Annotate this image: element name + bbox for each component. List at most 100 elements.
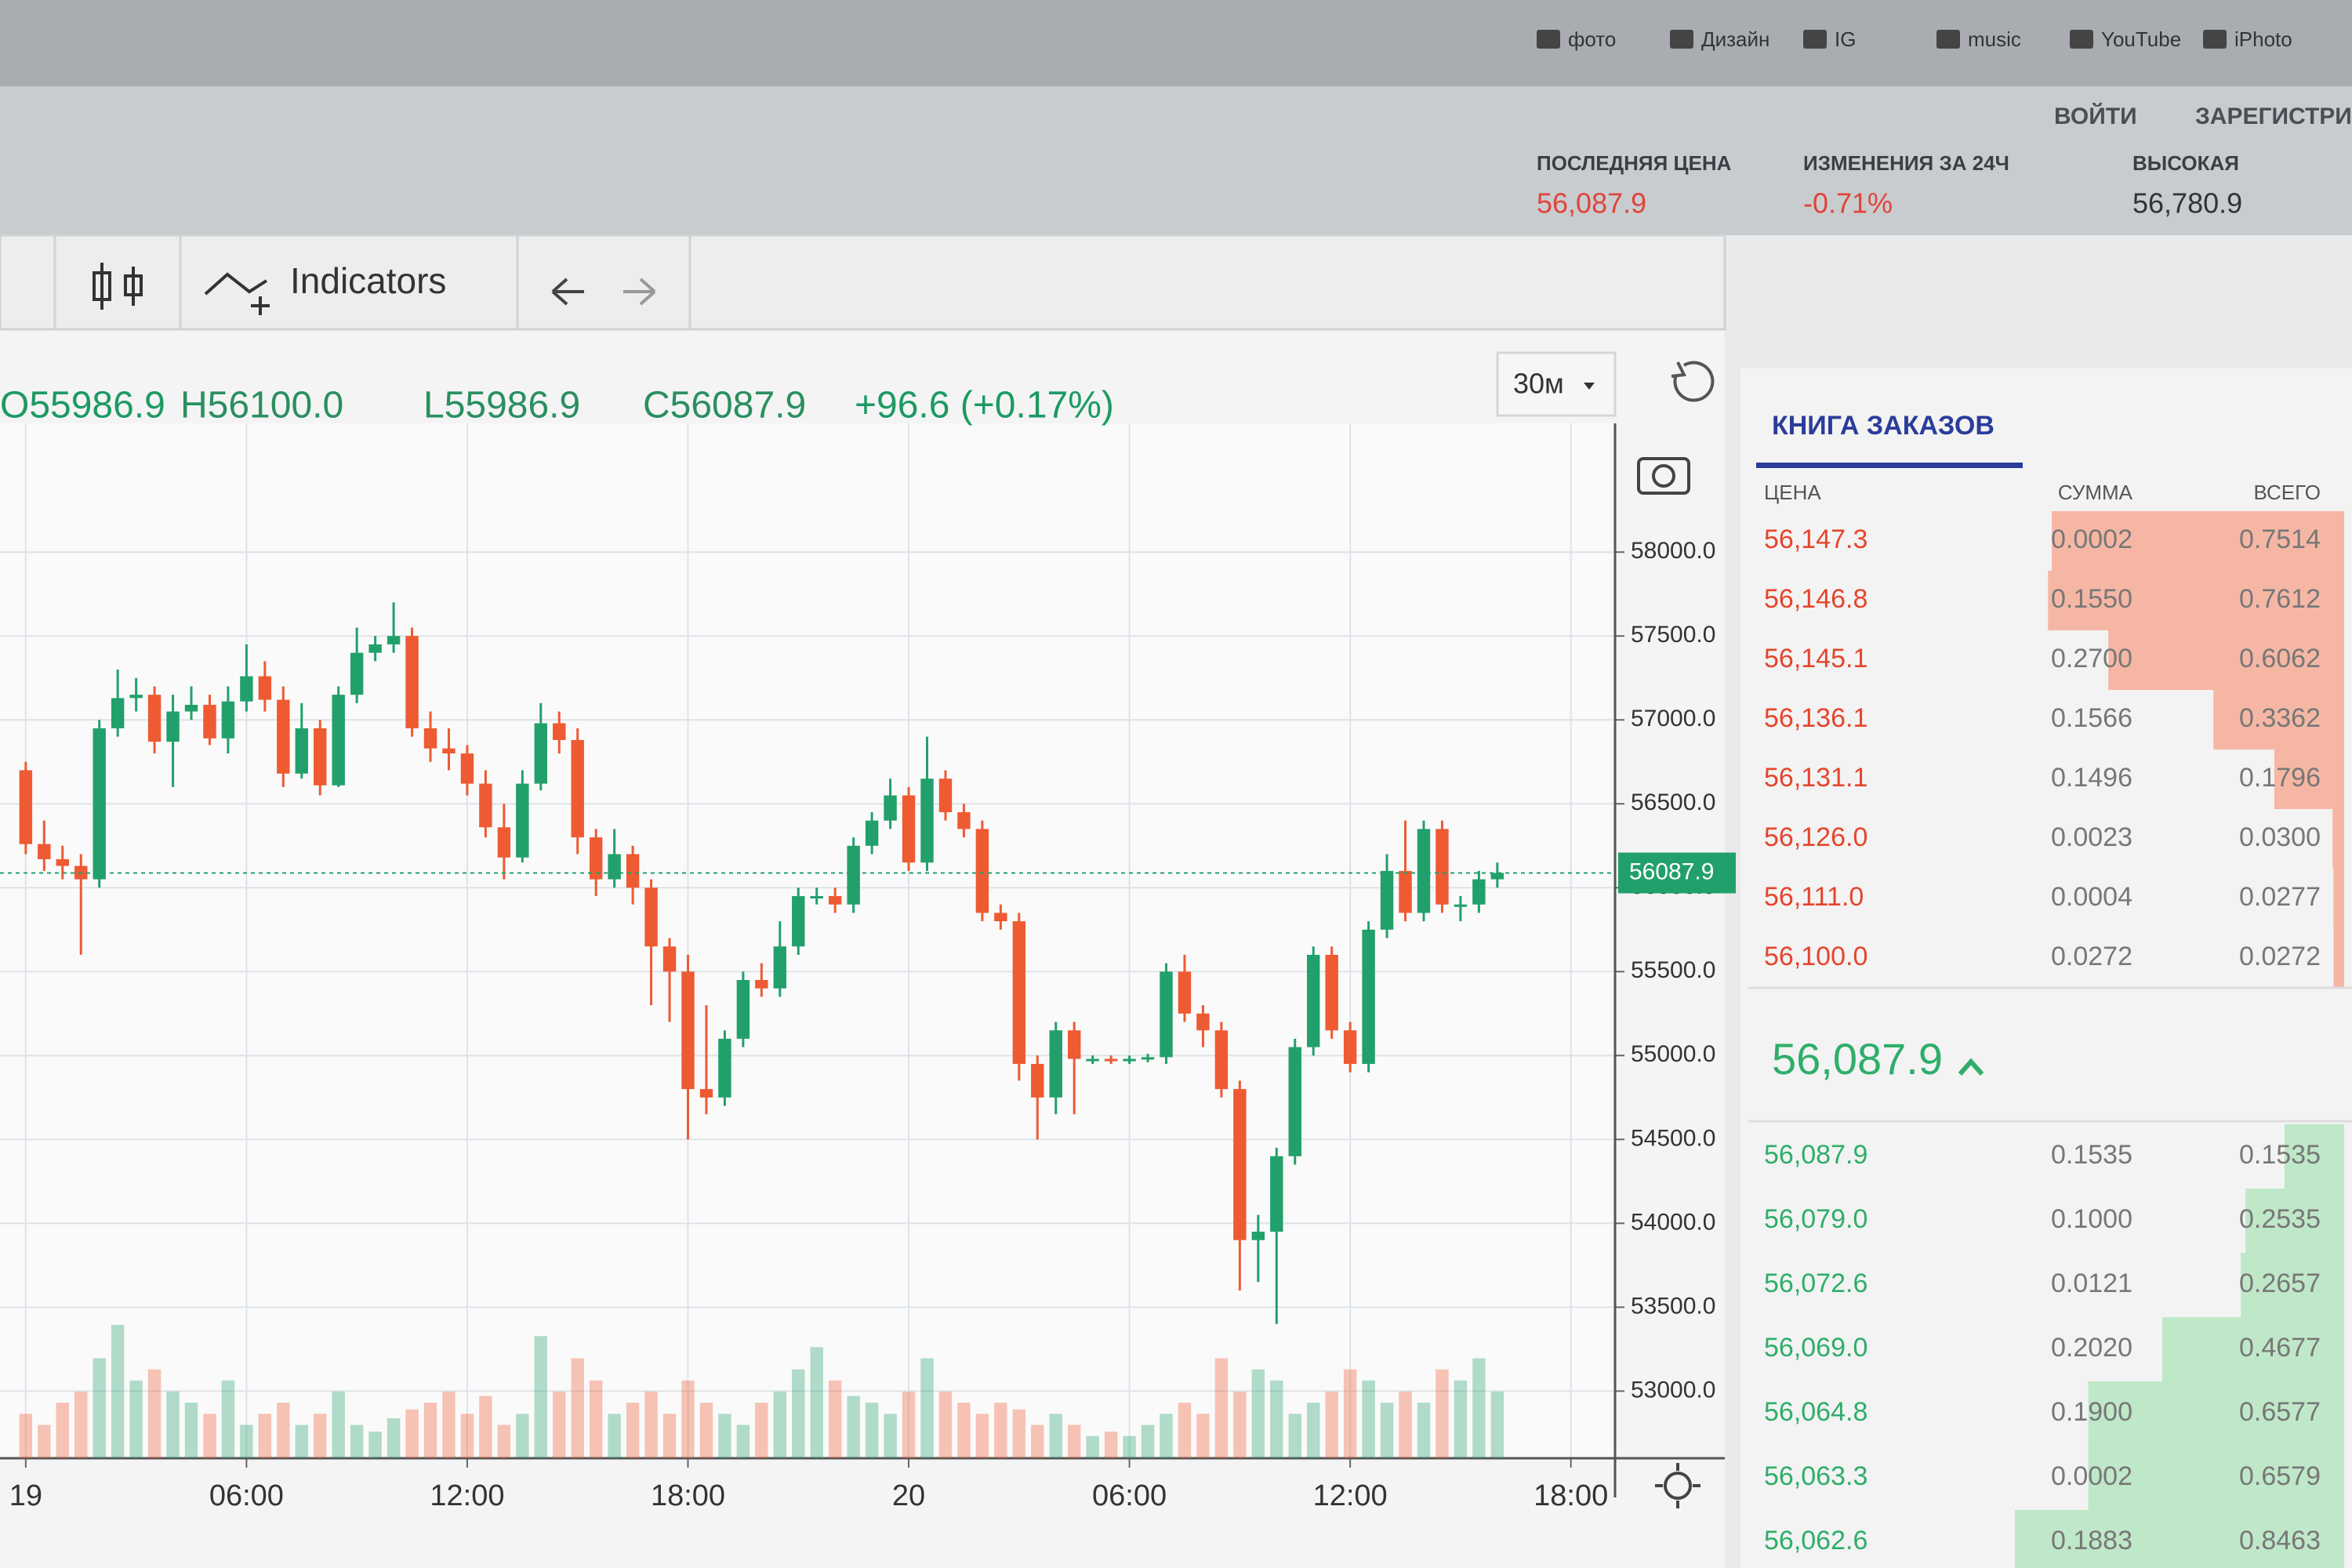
volume-bar	[1362, 1380, 1375, 1458]
indicators-label[interactable]: Indicators	[290, 260, 446, 301]
candle-body	[699, 1089, 713, 1098]
bookmark[interactable]: YouTube	[2101, 27, 2181, 51]
volume-bar	[19, 1414, 33, 1458]
ask-cell: 0.2700	[2051, 644, 2132, 673]
volume-bar	[1086, 1436, 1099, 1458]
time-axis-settings[interactable]	[1655, 1463, 1700, 1508]
candle-body	[277, 699, 290, 774]
interval-dropdown[interactable]	[1496, 351, 1617, 417]
depth-bar	[2333, 869, 2344, 928]
candle-body	[1307, 954, 1320, 1047]
order-book-title: КНИГА ЗАКАЗОВ	[1772, 411, 1994, 441]
candle-body	[479, 783, 492, 828]
plot-background	[0, 423, 1615, 1458]
reset-button[interactable]	[1671, 361, 1715, 402]
bookmark-folder-icon	[1537, 30, 1560, 49]
depth-bar	[2088, 1381, 2344, 1446]
candle-body	[1104, 1058, 1118, 1062]
x-tick-label: 06:00	[209, 1479, 284, 1512]
bookmark[interactable]: фото	[1568, 27, 1616, 51]
bid-cell: 0.1900	[2051, 1397, 2132, 1427]
candle-body	[553, 723, 566, 740]
ask-cell: 56,111.0	[1764, 882, 1864, 912]
volume-bar	[203, 1414, 216, 1458]
volume-bar	[920, 1358, 934, 1458]
bookmark[interactable]: iPhoto	[2234, 27, 2292, 51]
bid-cell: 0.1535	[2239, 1140, 2321, 1170]
candle-body	[718, 1038, 731, 1098]
legend-low: L55986.9	[423, 385, 580, 426]
ohlc-legend: O55986.9 H56100.0 L55986.9 C56087.9 +96.6 (+…	[0, 385, 1114, 426]
candle-body	[258, 676, 272, 700]
candle-body	[1417, 829, 1431, 913]
candle-body	[38, 844, 51, 859]
ask-cell: 0.0272	[2239, 942, 2321, 971]
candle-body	[1288, 1047, 1301, 1156]
redo-button[interactable]	[623, 278, 656, 306]
volume-bar	[1380, 1403, 1394, 1458]
volume-bar	[608, 1414, 621, 1458]
bookmark[interactable]: Дизайн	[1701, 27, 1769, 51]
x-tick-label: 18:00	[651, 1479, 725, 1512]
volume-bar	[975, 1414, 989, 1458]
volume-bar	[147, 1369, 162, 1458]
ask-cell: 56,147.3	[1764, 524, 1867, 554]
column-header: ЦЕНА	[1764, 481, 1821, 504]
candle-body	[1086, 1058, 1099, 1062]
volume-bar	[1104, 1432, 1118, 1458]
candle-body	[571, 739, 584, 838]
y-tick-label: 53500.0	[1631, 1293, 1715, 1319]
x-tick-label: 19	[9, 1479, 42, 1512]
login-link[interactable]: ВОЙТИ	[2054, 103, 2137, 129]
candle-body	[350, 652, 364, 695]
bookmark[interactable]: music	[1968, 27, 2021, 51]
bookmark[interactable]: IG	[1835, 27, 1856, 51]
ask-cell: 0.6062	[2239, 644, 2321, 673]
screenshot-button[interactable]	[1637, 457, 1690, 495]
volume-bar	[1307, 1403, 1320, 1458]
volume-bar	[553, 1392, 566, 1458]
volume-bar	[423, 1403, 437, 1458]
candle-body	[589, 837, 603, 880]
candle-body	[19, 770, 33, 844]
candle-body	[240, 676, 253, 702]
candle-body	[332, 695, 345, 786]
candle-body	[1214, 1030, 1229, 1090]
volume-bar	[1141, 1425, 1155, 1458]
depth-bar	[2245, 1189, 2344, 1253]
register-link[interactable]: ЗАРЕГИСТРИРОВАТЬСЯ	[2195, 103, 2352, 129]
volume-bar	[1325, 1392, 1338, 1458]
candle-body	[1251, 1232, 1265, 1240]
volume-bar	[938, 1392, 953, 1458]
bid-cell: 0.0002	[2051, 1461, 2132, 1491]
bid-cell: 0.2020	[2051, 1333, 2132, 1363]
x-tick-label: 12:00	[1313, 1479, 1388, 1512]
candle-body	[1399, 870, 1412, 913]
x-tick-label: 20	[892, 1479, 925, 1512]
interval-label[interactable]: 30м	[1513, 368, 1564, 400]
volume-bar	[460, 1414, 474, 1458]
candle-type-button[interactable]	[93, 263, 143, 310]
indicators-button[interactable]: Indicators	[204, 260, 446, 315]
candle-body	[1325, 954, 1338, 1031]
volume-bar	[350, 1425, 364, 1458]
candle-body	[460, 753, 474, 784]
candle-body	[884, 795, 897, 821]
volume-bar	[589, 1380, 603, 1458]
bid-cell: 56,063.3	[1764, 1461, 1867, 1491]
depth-bar	[2284, 1124, 2344, 1189]
column-header: ВСЕГО	[2254, 481, 2321, 504]
y-tick-label: 54500.0	[1631, 1125, 1715, 1151]
plot-area: 58000.057500.057000.056500.056000.055500…	[0, 423, 1736, 1512]
volume-bar	[902, 1392, 916, 1458]
candle-body	[975, 829, 989, 913]
candle-body	[626, 854, 640, 888]
candle-body	[516, 783, 529, 858]
bid-cell: 56,079.0	[1764, 1204, 1867, 1234]
volume-bar	[865, 1403, 879, 1458]
candle-body	[1031, 1064, 1044, 1098]
volume-bar	[1233, 1392, 1247, 1458]
site-header	[0, 86, 2352, 235]
undo-button[interactable]	[551, 278, 584, 306]
